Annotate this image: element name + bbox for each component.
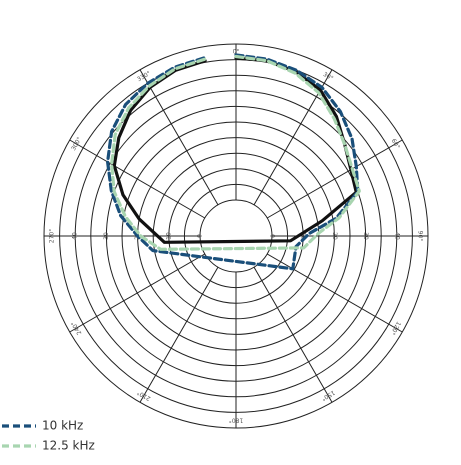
radial-tick-label: 10 [165,232,172,240]
legend: 10 kHz 12.5 kHz [2,419,95,453]
radial-tick-label: 0 [197,234,204,238]
radial-tick-label: 20 [331,232,338,240]
angle-tick-label: 210° [136,389,152,402]
radial-tick-label: 0 [269,234,276,238]
grid-layer [43,43,429,429]
radial-tick-label: 30 [362,232,369,240]
angle-tick-label: 150° [320,389,336,402]
angle-tick-label: 300° [70,136,83,152]
angle-tick-label: 120° [389,320,402,336]
grid-spoke [69,253,206,333]
angle-tick-label: 0° [233,49,240,56]
series-line [110,54,361,251]
series-layer [106,53,361,271]
radial-tick-label: 40 [72,232,79,240]
grid-spoke [139,266,219,403]
grid-spoke [253,266,333,403]
legend-label: 10 kHz [42,419,83,433]
grid-spoke [266,253,403,333]
angle-tick-label: 240° [70,320,83,336]
grid-spoke [69,139,206,219]
angle-tick-label: 270° [49,229,56,243]
legend-label: 12.5 kHz [42,439,95,453]
radial-tick-label: 40 [393,232,400,240]
radial-tick-label: 30 [103,232,110,240]
series-line [112,56,358,244]
angle-tick-label: 180° [229,417,243,424]
angle-tick-label: 60° [390,138,401,151]
series-line [106,53,360,271]
angle-tick-label: 90° [417,231,424,242]
angle-tick-label: 30° [322,71,335,82]
grid-spoke [266,139,403,219]
radial-tick-label: 10 [300,232,307,240]
grid-spoke [139,69,219,206]
